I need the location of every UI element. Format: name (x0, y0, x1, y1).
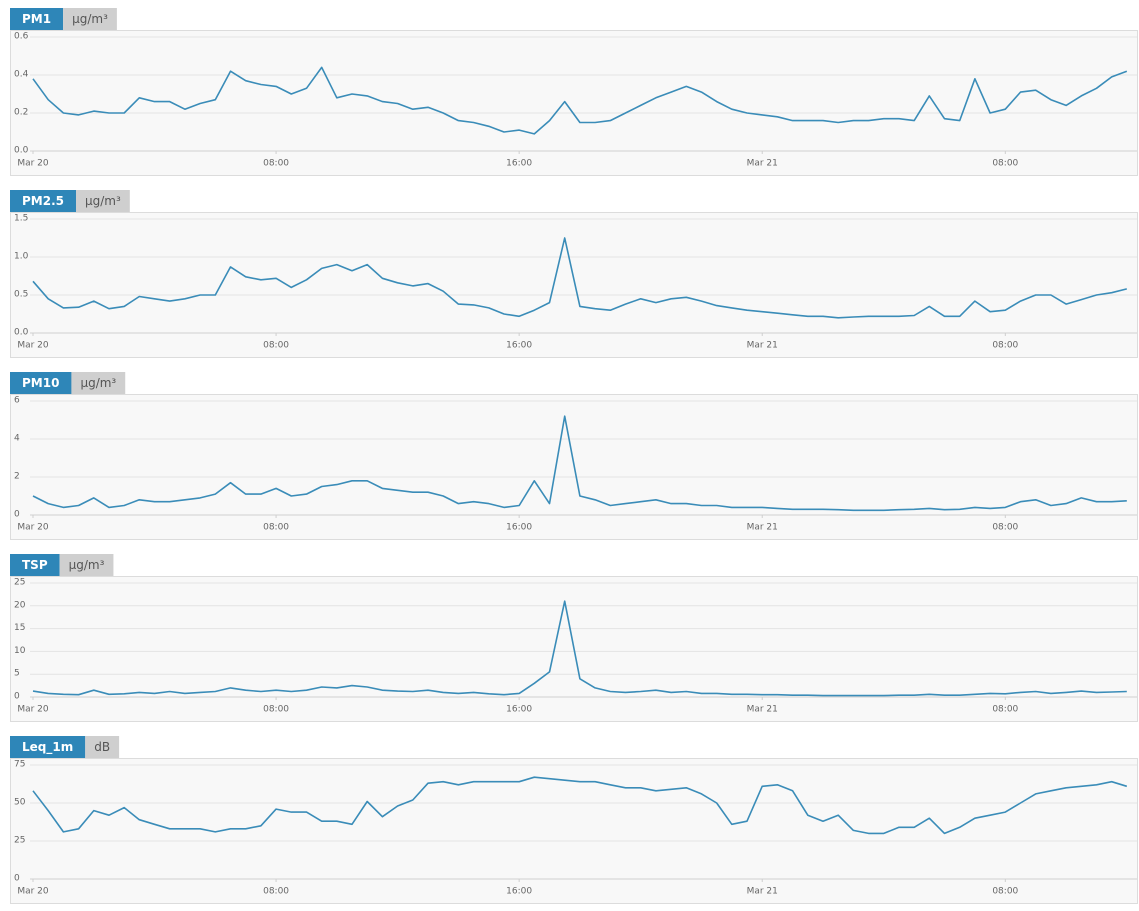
data-line (32, 776, 1128, 835)
title-tab (10, 736, 86, 758)
chart-title: PM1 (22, 12, 51, 26)
chart-title: TSP (22, 558, 48, 572)
x-tick-label: Mar 20 (17, 341, 49, 351)
x-tick-label: Mar 21 (747, 159, 778, 169)
x-tick-label: 08:00 (992, 705, 1018, 715)
chart-title: Leq_1m (22, 740, 73, 755)
y-tick-label: 25 (14, 836, 25, 846)
data-line (32, 237, 1127, 319)
unit-label: μg/m³ (69, 558, 105, 572)
y-tick-label: 0 (14, 510, 20, 520)
y-tick-label: 0 (14, 692, 20, 702)
y-tick-label: 0.2 (14, 108, 28, 118)
plot-area (10, 30, 1138, 176)
x-tick-label: Mar 20 (17, 705, 49, 715)
data-line (32, 600, 1127, 697)
unit-label: μg/m³ (72, 12, 108, 26)
y-tick-label: 1.5 (14, 214, 28, 224)
x-tick-label: 16:00 (506, 705, 532, 715)
x-tick-label: 08:00 (992, 159, 1018, 169)
title-tab (10, 554, 60, 576)
x-tick-label: 16:00 (506, 159, 532, 169)
x-tick-label: 08:00 (992, 523, 1018, 533)
x-tick-label: Mar 21 (747, 705, 778, 715)
title-tab (10, 190, 76, 212)
unit-tab (76, 190, 130, 212)
x-tick-label: 08:00 (992, 887, 1018, 897)
y-tick-label: 0.5 (14, 290, 28, 300)
data-line (32, 66, 1128, 135)
x-tick-label: 16:00 (506, 887, 532, 897)
y-tick-label: 6 (14, 396, 20, 406)
unit-tab (59, 554, 114, 576)
plot-area (10, 758, 1138, 904)
x-tick-label: Mar 21 (747, 887, 778, 897)
y-tick-label: 0 (14, 874, 20, 884)
x-tick-label: 08:00 (263, 887, 289, 897)
x-tick-label: 08:00 (263, 523, 289, 533)
x-tick-label: 16:00 (506, 341, 532, 351)
x-tick-label: 08:00 (992, 341, 1018, 351)
x-tick-label: 16:00 (506, 523, 532, 533)
plot-area (10, 212, 1138, 358)
y-tick-label: 0.6 (14, 32, 29, 42)
x-tick-label: Mar 20 (17, 523, 49, 533)
unit-label: dB (94, 740, 110, 754)
y-tick-label: 1.0 (14, 252, 29, 262)
chart-title: PM10 (22, 376, 59, 390)
y-tick-label: 10 (14, 646, 26, 656)
x-tick-label: 08:00 (263, 159, 289, 169)
x-tick-label: Mar 21 (747, 341, 778, 351)
y-tick-label: 4 (14, 434, 20, 444)
y-tick-label: 0.4 (14, 70, 29, 80)
unit-label: μg/m³ (85, 194, 121, 208)
title-tab (10, 372, 72, 394)
unit-tab (71, 372, 126, 394)
unit-label: μg/m³ (80, 376, 116, 390)
chart-title: PM2.5 (22, 194, 64, 208)
y-tick-label: 5 (14, 669, 20, 679)
x-tick-label: Mar 20 (17, 887, 49, 897)
x-tick-label: Mar 21 (747, 523, 778, 533)
unit-tab (63, 8, 117, 30)
y-tick-label: 20 (14, 600, 26, 610)
y-tick-label: 0.0 (14, 146, 29, 156)
y-tick-label: 2 (14, 472, 20, 482)
x-tick-label: 08:00 (263, 341, 289, 351)
title-tab (10, 8, 64, 30)
y-tick-label: 25 (14, 578, 25, 588)
y-tick-label: 50 (14, 798, 26, 808)
y-tick-label: 15 (14, 623, 25, 633)
x-tick-label: 08:00 (263, 705, 289, 715)
data-line (32, 415, 1127, 512)
x-tick-label: Mar 20 (17, 159, 49, 169)
unit-tab (85, 736, 120, 758)
y-tick-label: 75 (14, 760, 25, 770)
y-tick-label: 0.0 (14, 328, 29, 338)
